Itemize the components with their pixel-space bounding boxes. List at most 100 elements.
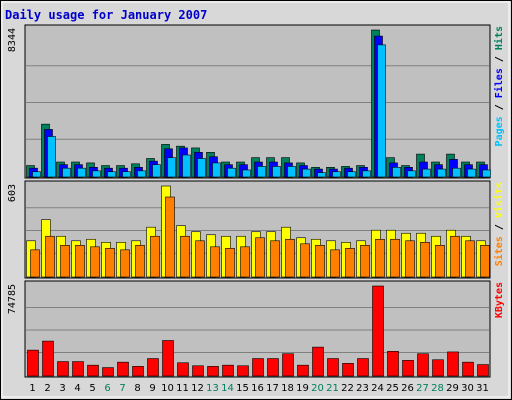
bar-sites-day-23 bbox=[360, 245, 370, 278]
bar-kbytes-day-24 bbox=[372, 285, 384, 377]
bar-kbytes-day-22 bbox=[342, 363, 354, 377]
x-tick-day-7: 7 bbox=[119, 383, 125, 394]
x-tick-day-19: 19 bbox=[296, 383, 309, 394]
series-sites bbox=[30, 196, 490, 278]
bar-kbytes-day-18 bbox=[282, 353, 294, 377]
bar-pages-day-27 bbox=[422, 168, 431, 178]
bar-sites-day-27 bbox=[420, 241, 430, 278]
bar-sites-day-15 bbox=[240, 246, 250, 278]
bar-sites-day-28 bbox=[435, 245, 445, 278]
bar-kbytes-day-4 bbox=[72, 361, 84, 377]
x-tick-day-2: 2 bbox=[44, 383, 50, 394]
bar-pages-day-8 bbox=[137, 170, 146, 178]
bar-sites-day-26 bbox=[405, 240, 415, 278]
bar-sites-day-22 bbox=[345, 248, 355, 278]
bar-pages-day-31 bbox=[482, 169, 491, 178]
bar-pages-day-21 bbox=[332, 171, 341, 178]
x-tick-day-18: 18 bbox=[281, 383, 294, 394]
bar-kbytes-day-11 bbox=[177, 362, 189, 377]
bar-pages-day-10 bbox=[167, 157, 176, 178]
bar-pages-day-13 bbox=[212, 162, 221, 178]
bar-sites-day-24 bbox=[375, 238, 385, 278]
plot-area bbox=[24, 24, 491, 179]
bar-kbytes-day-30 bbox=[462, 361, 474, 377]
legend-segment: Hits bbox=[493, 26, 505, 50]
bar-sites-day-16 bbox=[255, 237, 265, 278]
bar-pages-day-7 bbox=[122, 171, 131, 178]
bar-sites-day-6 bbox=[105, 248, 115, 278]
x-tick-day-31: 31 bbox=[476, 383, 489, 394]
bar-kbytes-day-12 bbox=[192, 365, 204, 377]
bar-pages-day-5 bbox=[92, 170, 101, 178]
x-tick-day-15: 15 bbox=[236, 383, 249, 394]
bar-sites-day-11 bbox=[180, 235, 190, 278]
bar-pages-day-2 bbox=[47, 136, 56, 178]
bar-kbytes-day-19 bbox=[297, 364, 309, 377]
x-tick-day-27: 27 bbox=[416, 383, 429, 394]
bar-sites-day-31 bbox=[480, 245, 490, 278]
bar-pages-day-6 bbox=[107, 171, 116, 178]
bar-kbytes-day-13 bbox=[207, 366, 219, 377]
bar-pages-day-26 bbox=[407, 170, 416, 178]
bar-kbytes-day-14 bbox=[222, 364, 234, 377]
panel-legend: Pages / Files / Hits bbox=[493, 26, 505, 146]
x-tick-day-16: 16 bbox=[251, 383, 264, 394]
bar-kbytes-day-21 bbox=[327, 358, 339, 377]
x-tick-day-26: 26 bbox=[401, 383, 414, 394]
bar-kbytes-day-6 bbox=[102, 367, 114, 377]
bar-kbytes-day-9 bbox=[147, 358, 159, 377]
bar-pages-day-24 bbox=[377, 44, 386, 178]
bar-pages-day-15 bbox=[242, 169, 251, 178]
x-tick-day-6: 6 bbox=[104, 383, 110, 394]
bar-sites-day-12 bbox=[195, 240, 205, 278]
x-tick-day-11: 11 bbox=[176, 383, 189, 394]
bar-sites-day-8 bbox=[135, 245, 145, 278]
bar-kbytes-day-25 bbox=[387, 351, 399, 377]
x-tick-day-24: 24 bbox=[371, 383, 384, 394]
bar-sites-day-5 bbox=[90, 246, 100, 278]
legend-segment: Sites bbox=[493, 236, 505, 266]
x-tick-day-17: 17 bbox=[266, 383, 279, 394]
x-tick-day-8: 8 bbox=[134, 383, 140, 394]
bar-sites-day-14 bbox=[225, 248, 235, 278]
panel-3: 74785 KBytes bbox=[7, 280, 505, 378]
bar-sites-day-2 bbox=[45, 235, 55, 278]
legend-segment: / bbox=[494, 218, 505, 236]
bar-sites-day-30 bbox=[465, 240, 475, 278]
bar-sites-day-19 bbox=[300, 243, 310, 278]
x-tick-day-9: 9 bbox=[149, 383, 155, 394]
bar-pages-day-18 bbox=[287, 166, 296, 178]
bar-sites-day-9 bbox=[150, 235, 160, 278]
bar-pages-day-1 bbox=[32, 171, 41, 178]
bar-sites-day-13 bbox=[210, 246, 220, 278]
bar-sites-day-7 bbox=[120, 249, 130, 278]
bar-sites-day-1 bbox=[30, 249, 40, 278]
panel-max-label: 603 bbox=[7, 184, 18, 202]
bar-pages-day-9 bbox=[152, 164, 161, 178]
bar-pages-day-20 bbox=[317, 172, 326, 178]
bar-kbytes-day-28 bbox=[432, 359, 444, 377]
x-tick-day-22: 22 bbox=[341, 383, 354, 394]
bar-sites-day-4 bbox=[75, 245, 85, 278]
bar-kbytes-day-7 bbox=[117, 361, 129, 377]
bar-sites-day-17 bbox=[270, 240, 280, 278]
x-tick-day-5: 5 bbox=[89, 383, 95, 394]
bar-sites-day-20 bbox=[315, 245, 325, 278]
chart-title: Daily usage for January 2007 bbox=[5, 8, 207, 22]
bar-pages-day-11 bbox=[182, 154, 191, 178]
x-tick-day-25: 25 bbox=[386, 383, 399, 394]
panel-max-label: 8344 bbox=[7, 28, 18, 52]
series-pages bbox=[32, 44, 491, 178]
legend-segment: / bbox=[494, 50, 505, 68]
bar-pages-day-4 bbox=[77, 167, 86, 178]
bar-sites-day-3 bbox=[60, 245, 70, 278]
bar-pages-day-12 bbox=[197, 158, 206, 178]
panel-2: 603 Sites / Visits bbox=[7, 180, 505, 279]
bar-pages-day-28 bbox=[437, 168, 446, 178]
panel-legend: KBytes bbox=[494, 282, 505, 318]
bar-kbytes-day-16 bbox=[252, 358, 264, 377]
x-tick-day-14: 14 bbox=[221, 383, 234, 394]
bar-pages-day-29 bbox=[452, 167, 461, 178]
